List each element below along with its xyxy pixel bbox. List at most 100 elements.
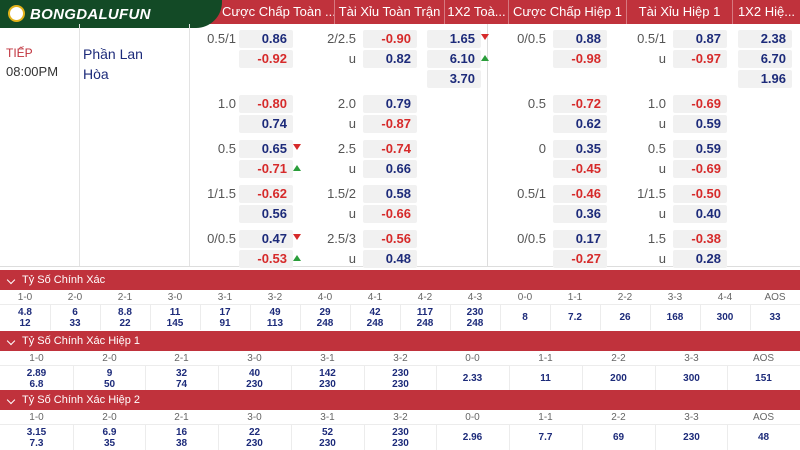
score-odd-home[interactable]: 11 xyxy=(540,373,551,384)
ft-over-odd[interactable]: -0.74 xyxy=(363,140,417,158)
ft-over-odd[interactable]: 0.79 xyxy=(363,95,417,113)
h1-handicap-away-odd[interactable]: -0.27 xyxy=(553,250,607,268)
ft-handicap-home-odd[interactable]: -0.80 xyxy=(239,95,293,113)
score-odd-home[interactable]: 142 xyxy=(319,368,336,379)
ft-1x2-odd[interactable]: 1.65 xyxy=(427,30,489,48)
score-odd-home[interactable]: 11 xyxy=(169,307,181,318)
ft-under-odd[interactable]: -0.87 xyxy=(363,115,417,133)
score-odd-home[interactable]: 49 xyxy=(269,307,281,318)
ft-over-odd[interactable]: -0.56 xyxy=(363,230,417,248)
h1-under-odd[interactable]: -0.69 xyxy=(673,160,727,178)
score-odd-home[interactable]: 6 xyxy=(72,307,78,318)
score-odd-home[interactable]: 168 xyxy=(666,312,684,323)
section-correct-score-h1[interactable]: Tỷ Số Chính Xác Hiệp 1 xyxy=(0,331,800,351)
site-logo[interactable]: BONGDALUFUN xyxy=(0,0,222,28)
score-odd-away[interactable]: 12 xyxy=(19,318,31,329)
score-odd-away[interactable]: 38 xyxy=(175,438,188,449)
ft-over-odd[interactable]: -0.90 xyxy=(363,30,417,48)
h1-under-odd[interactable]: 0.40 xyxy=(673,205,727,223)
score-odd-home[interactable]: 40 xyxy=(248,368,261,379)
score-odd-home[interactable]: 2.89 xyxy=(26,368,47,379)
col-header-ft-over-under[interactable]: Tài Xỉu Toàn Trận xyxy=(335,0,445,24)
h1-1x2-odd[interactable]: 1.96 xyxy=(738,70,792,88)
score-odd-home[interactable]: 8 xyxy=(522,312,528,323)
ft-handicap-home-odd[interactable]: 0.86 xyxy=(239,30,293,48)
score-odd-home[interactable]: 230 xyxy=(392,368,409,379)
ft-handicap-home-odd[interactable]: 0.47 xyxy=(239,230,301,248)
ft-under-odd[interactable]: -0.66 xyxy=(363,205,417,223)
score-odd-away[interactable]: 230 xyxy=(319,379,336,390)
ft-over-odd[interactable]: 0.58 xyxy=(363,185,417,203)
score-odd-away[interactable]: 248 xyxy=(466,318,484,329)
score-odd-away[interactable]: 50 xyxy=(103,379,116,390)
h1-over-odd[interactable]: -0.38 xyxy=(673,230,727,248)
score-odd-away[interactable]: 230 xyxy=(246,438,263,449)
h1-handicap-home-odd[interactable]: 0.88 xyxy=(553,30,607,48)
score-odd-home[interactable]: 52 xyxy=(321,427,334,438)
section-correct-score-h2[interactable]: Tỷ Số Chính Xác Hiệp 2 xyxy=(0,390,800,410)
col-header-h1-over-under[interactable]: Tài Xỉu Hiệp 1 xyxy=(627,0,733,24)
h1-over-odd[interactable]: -0.69 xyxy=(673,95,727,113)
score-odd-home[interactable]: 230 xyxy=(683,432,700,443)
score-odd-home[interactable]: 300 xyxy=(683,373,700,384)
ft-under-odd[interactable]: 0.82 xyxy=(363,50,417,68)
score-odd-away[interactable]: 74 xyxy=(175,379,188,390)
h1-handicap-away-odd[interactable]: -0.45 xyxy=(553,160,607,178)
h1-handicap-home-odd[interactable]: -0.46 xyxy=(553,185,607,203)
score-odd-home[interactable]: 3.15 xyxy=(26,427,47,438)
h1-handicap-home-odd[interactable]: 0.35 xyxy=(553,140,607,158)
h1-under-odd[interactable]: 0.28 xyxy=(673,250,727,268)
score-odd-away[interactable]: 91 xyxy=(219,318,231,329)
score-odd-home[interactable]: 151 xyxy=(755,373,772,384)
score-odd-home[interactable]: 7.7 xyxy=(538,432,553,443)
h1-handicap-away-odd[interactable]: 0.36 xyxy=(553,205,607,223)
h1-over-odd[interactable]: 0.87 xyxy=(673,30,727,48)
ft-handicap-away-odd[interactable]: -0.53 xyxy=(239,250,301,268)
h1-under-odd[interactable]: 0.59 xyxy=(673,115,727,133)
score-odd-home[interactable]: 42 xyxy=(369,307,381,318)
score-odd-home[interactable]: 33 xyxy=(769,312,781,323)
h1-over-odd[interactable]: 0.59 xyxy=(673,140,727,158)
score-odd-home[interactable]: 4.8 xyxy=(18,307,32,318)
score-odd-away[interactable]: 230 xyxy=(246,379,263,390)
h1-handicap-away-odd[interactable]: -0.98 xyxy=(553,50,607,68)
score-odd-home[interactable]: 230 xyxy=(392,427,409,438)
h1-1x2-odd[interactable]: 2.38 xyxy=(738,30,792,48)
ft-1x2-odd[interactable]: 6.10 xyxy=(427,50,489,68)
score-odd-home[interactable]: 9 xyxy=(106,368,113,379)
score-odd-home[interactable]: 8.8 xyxy=(118,307,132,318)
score-odd-away[interactable]: 35 xyxy=(103,438,116,449)
score-odd-home[interactable]: 300 xyxy=(716,312,734,323)
h1-under-odd[interactable]: -0.97 xyxy=(673,50,727,68)
ft-handicap-away-odd[interactable]: 0.74 xyxy=(239,115,293,133)
ft-1x2-odd[interactable]: 3.70 xyxy=(427,70,481,88)
ft-handicap-home-odd[interactable]: -0.62 xyxy=(239,185,293,203)
col-header-h1-1x2[interactable]: 1X2 Hiệ... xyxy=(737,4,796,19)
score-odd-home[interactable]: 2.96 xyxy=(462,432,483,443)
score-odd-away[interactable]: 7.3 xyxy=(29,438,44,449)
score-odd-home[interactable]: 16 xyxy=(175,427,188,438)
h1-1x2-odd[interactable]: 6.70 xyxy=(738,50,792,68)
score-odd-home[interactable]: 7.2 xyxy=(568,312,582,323)
ft-handicap-away-odd[interactable]: -0.92 xyxy=(239,50,293,68)
score-odd-home[interactable]: 6.9 xyxy=(102,427,117,438)
ft-handicap-home-odd[interactable]: 0.65 xyxy=(239,140,301,158)
h1-handicap-away-odd[interactable]: 0.62 xyxy=(553,115,607,133)
score-odd-away[interactable]: 230 xyxy=(319,438,336,449)
score-odd-away[interactable]: 230 xyxy=(392,438,409,449)
score-odd-home[interactable]: 200 xyxy=(610,373,627,384)
score-odd-away[interactable]: 248 xyxy=(316,318,334,329)
score-odd-away[interactable]: 22 xyxy=(119,318,131,329)
score-odd-home[interactable]: 32 xyxy=(175,368,188,379)
col-header-ft-1x2[interactable]: 1X2 Toà... xyxy=(445,0,509,24)
score-odd-home[interactable]: 29 xyxy=(319,307,331,318)
score-odd-away[interactable]: 248 xyxy=(366,318,384,329)
section-correct-score[interactable]: Tỷ Số Chính Xác xyxy=(0,270,800,290)
ft-handicap-away-odd[interactable]: 0.56 xyxy=(239,205,293,223)
ft-under-odd[interactable]: 0.66 xyxy=(363,160,417,178)
score-odd-away[interactable]: 145 xyxy=(166,318,184,329)
col-header-h1-handicap[interactable]: Cược Chấp Hiệp 1 xyxy=(509,0,627,24)
h1-handicap-home-odd[interactable]: 0.17 xyxy=(553,230,607,248)
score-odd-home[interactable]: 230 xyxy=(466,307,484,318)
score-odd-away[interactable]: 113 xyxy=(266,318,284,329)
